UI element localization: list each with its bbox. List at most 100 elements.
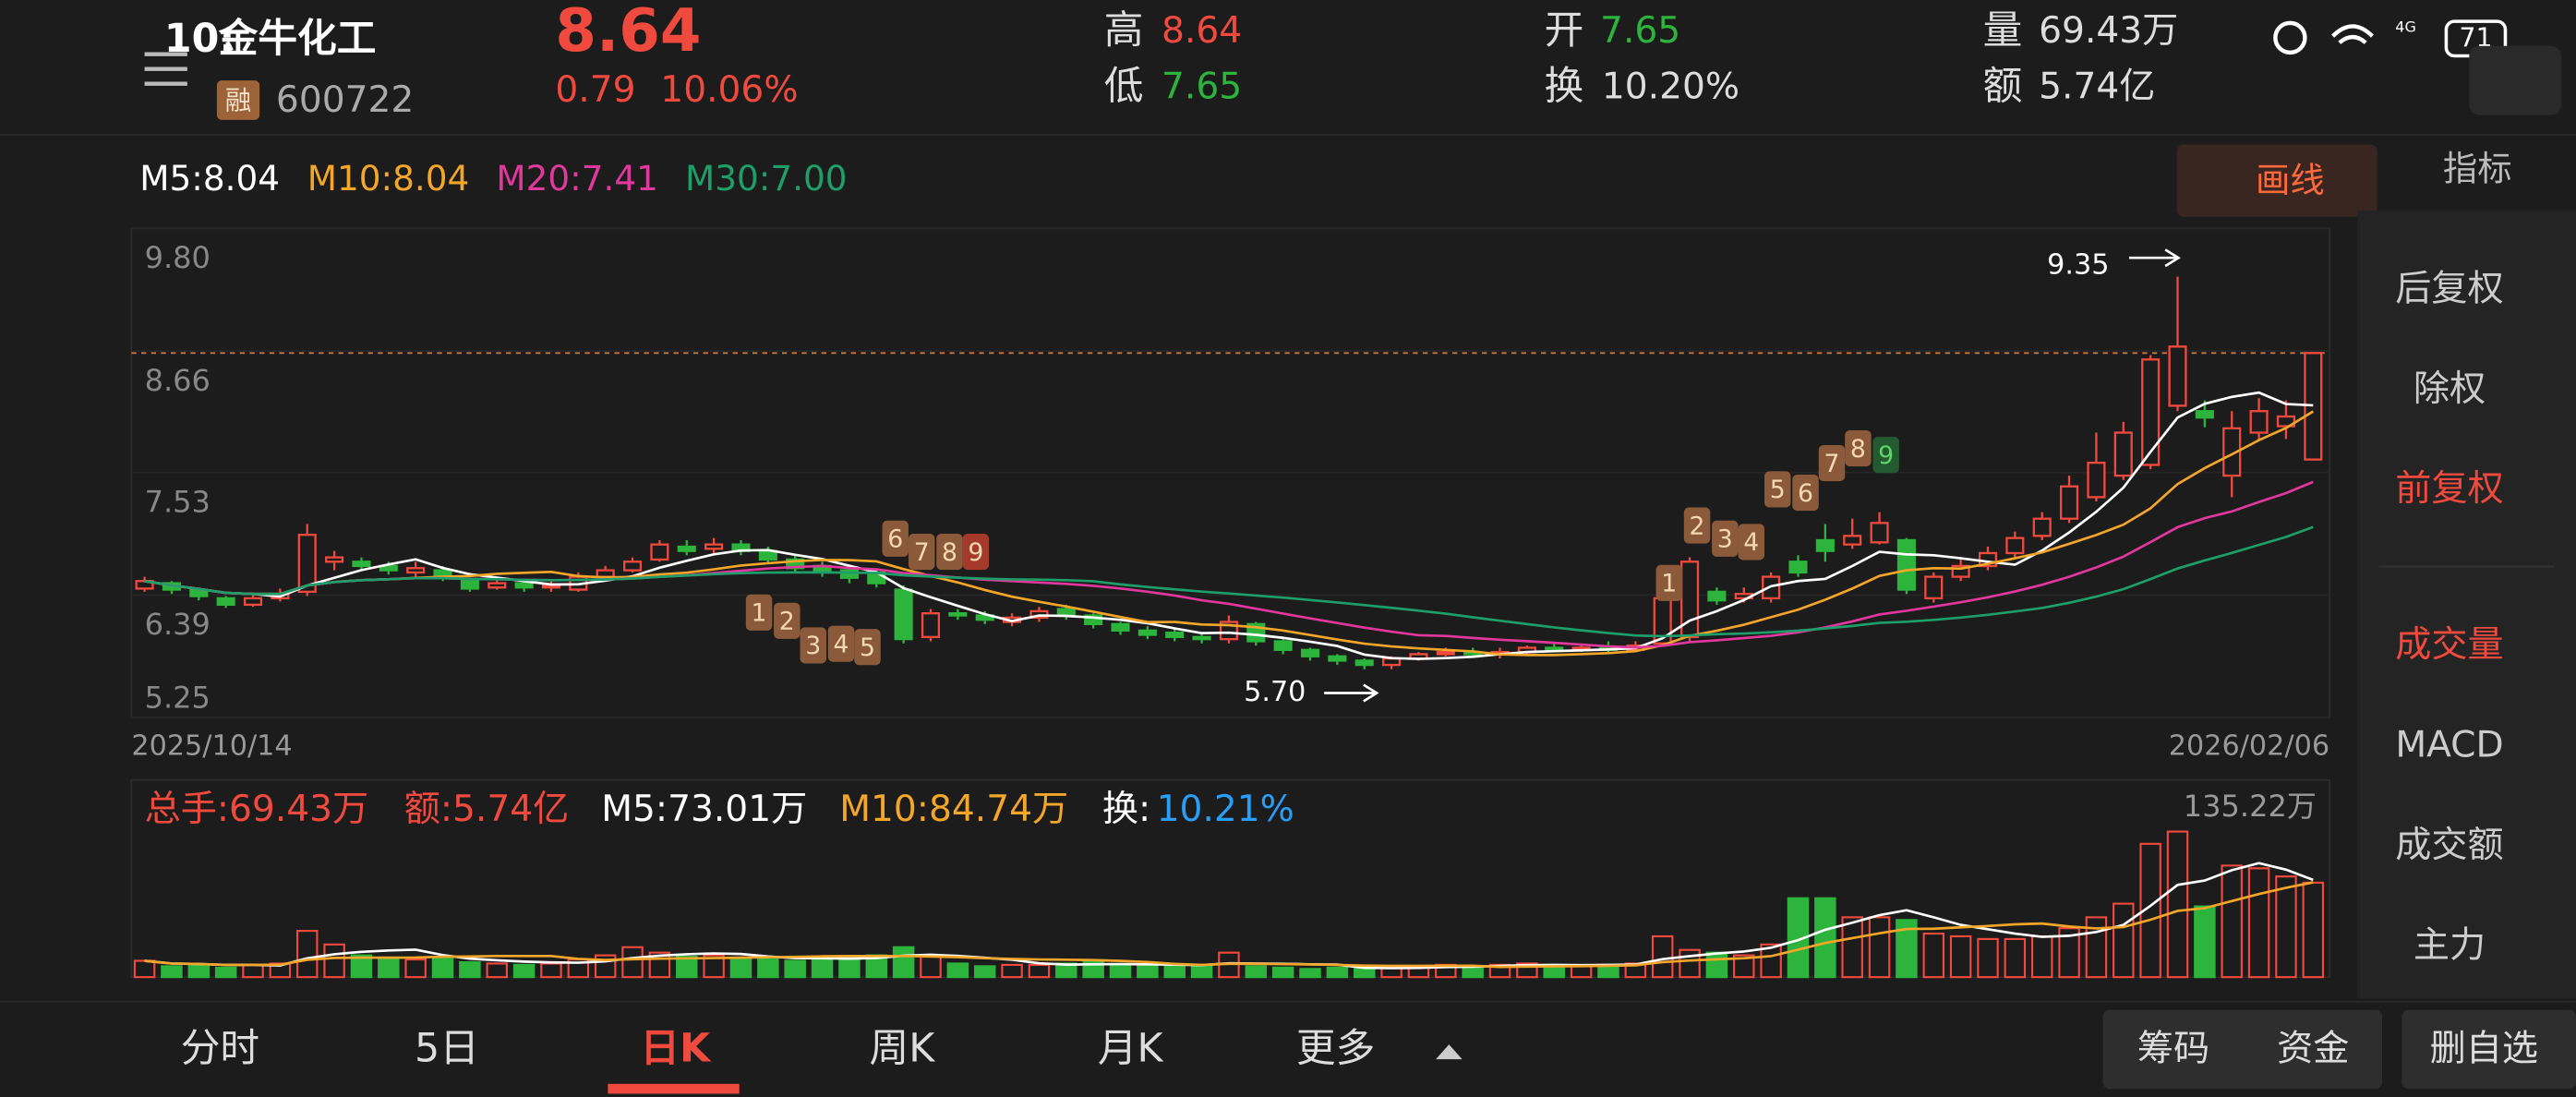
- tab[interactable]: 日K: [640, 1026, 712, 1072]
- td-mark: 6: [887, 525, 903, 554]
- right-tab[interactable]: 资金: [2277, 1029, 2349, 1070]
- indicator-label[interactable]: 指标: [2443, 148, 2512, 188]
- candle-body: [894, 588, 913, 641]
- volume-bar: [1299, 968, 1321, 979]
- volume-bar: [920, 956, 942, 979]
- td-mark-bg: [827, 625, 855, 662]
- side-item[interactable]: 后复权: [2395, 268, 2503, 309]
- td-mark: 5: [860, 633, 875, 662]
- candle-body: [352, 561, 371, 568]
- side-item[interactable]: 前复权: [2395, 468, 2503, 510]
- volume-bar: [242, 963, 264, 979]
- td-mark-bg: [854, 629, 881, 666]
- more-button[interactable]: [2469, 45, 2561, 115]
- side-item[interactable]: 成交额: [2395, 825, 2503, 866]
- volume-bar: [2194, 905, 2216, 979]
- stock-name: 金牛化工: [219, 16, 377, 62]
- candle-body: [1815, 538, 1835, 552]
- right-tab[interactable]: 筹码: [2137, 1029, 2209, 1070]
- volume-bar: [323, 943, 345, 979]
- menu-icon[interactable]: [144, 52, 187, 86]
- turnover: 10.20%: [1602, 66, 1739, 108]
- volume-bar: [350, 954, 373, 979]
- watch-button: [2401, 1009, 2576, 1090]
- volume-bar: [1705, 951, 1728, 979]
- candle-body: [677, 545, 696, 552]
- candle-body: [379, 564, 398, 572]
- volume-bar: [676, 956, 698, 979]
- volume-bar: [431, 957, 454, 979]
- td-mark: 2: [1690, 512, 1705, 540]
- volume-bar: [811, 957, 834, 979]
- candle-body: [2195, 410, 2214, 419]
- td-mark-bg: [745, 594, 773, 631]
- ma-legend: M10:8.04: [307, 158, 470, 199]
- volume-bar: [621, 946, 644, 979]
- td-mark: 1: [1661, 570, 1677, 598]
- candle-body: [514, 582, 534, 589]
- volume: 69.43万: [2039, 10, 2178, 52]
- candle-body: [488, 582, 507, 589]
- candle-body: [1165, 632, 1185, 638]
- side-item[interactable]: 主力: [2413, 925, 2486, 967]
- high-label: 高: [1104, 7, 1144, 54]
- candle-body: [2005, 536, 2025, 555]
- candle-body: [325, 556, 344, 563]
- td-mark-bg: [774, 602, 800, 639]
- candle-body: [1084, 614, 1103, 625]
- price: 8.64: [555, 0, 701, 66]
- ma-line: [144, 410, 2315, 657]
- candle-body: [1111, 622, 1130, 632]
- candle-body: [1870, 522, 1889, 544]
- y-tick-label: 5.25: [145, 681, 211, 716]
- high: 8.64: [1162, 10, 1242, 52]
- td-mark: 1: [752, 599, 767, 628]
- ma-legend: M20:7.41: [496, 158, 658, 199]
- volume-bar: [133, 959, 156, 979]
- candle-body: [2113, 431, 2133, 477]
- side-item[interactable]: MACD: [2395, 725, 2503, 766]
- volume-bar: [295, 930, 319, 979]
- tab[interactable]: 更多: [1296, 1026, 1375, 1072]
- td-mark-bg: [1712, 520, 1739, 557]
- volume-bar: [1896, 919, 1918, 979]
- draw-button[interactable]: 画线: [2256, 160, 2325, 200]
- open-label: 开: [1545, 7, 1584, 54]
- candle-body: [975, 614, 994, 621]
- td-mark-bg: [1655, 564, 1683, 601]
- volume-bar: [1082, 960, 1104, 979]
- volume-legend: 总手:69.43万: [145, 789, 369, 830]
- volume-bar: [1163, 965, 1186, 979]
- volume-bar: [729, 957, 752, 979]
- candle-body: [2304, 352, 2323, 461]
- volume-bar: [378, 957, 400, 979]
- volume-bar: [1028, 963, 1051, 979]
- change: 0.79: [555, 69, 635, 111]
- volume-bar: [187, 963, 211, 979]
- td-mark-bg: [1764, 471, 1791, 508]
- side-item[interactable]: 成交量: [2395, 624, 2503, 666]
- volume-bar: [2275, 875, 2297, 979]
- low-label: 低: [1104, 64, 1144, 110]
- volume-bar: [1570, 965, 1593, 979]
- candle-body: [1328, 655, 1347, 662]
- volume-bar: [1353, 968, 1376, 979]
- td-mark-bg: [1683, 507, 1711, 544]
- tab[interactable]: 分时: [181, 1026, 259, 1072]
- tab[interactable]: 5日: [415, 1026, 479, 1072]
- volume-bar: [892, 946, 915, 979]
- network: 4G: [2395, 18, 2416, 36]
- volume-bar: [757, 958, 779, 979]
- volume-bar: [1922, 932, 1945, 979]
- status-time: 10:: [164, 16, 235, 62]
- wifi-icon: [2331, 24, 2374, 44]
- y-tick-label: 6.39: [145, 607, 211, 642]
- draw-button-bg[interactable]: [2176, 144, 2377, 217]
- candle-body: [2276, 415, 2296, 428]
- tab[interactable]: 周K: [870, 1026, 936, 1072]
- candle-body: [1436, 650, 1455, 656]
- tab[interactable]: 月K: [1098, 1026, 1164, 1072]
- candle-body: [1138, 629, 1157, 636]
- right-tab[interactable]: 删自选: [2430, 1029, 2538, 1070]
- side-item[interactable]: 除权: [2413, 368, 2486, 410]
